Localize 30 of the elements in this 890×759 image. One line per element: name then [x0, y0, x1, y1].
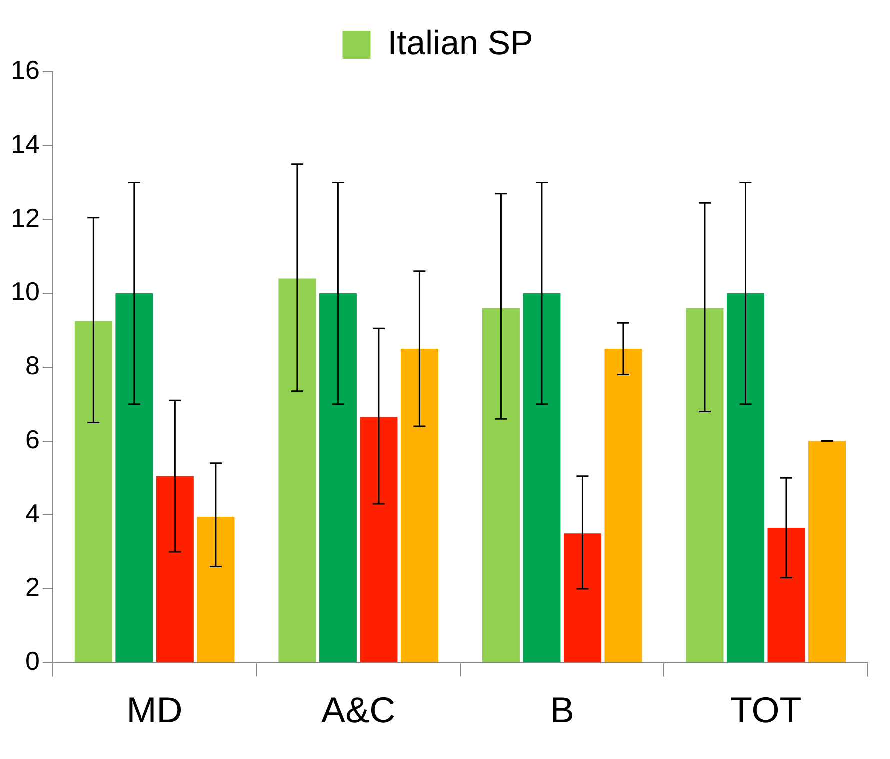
- bar: [564, 534, 602, 662]
- x-tick-label: TOT: [730, 689, 802, 730]
- bar: [319, 294, 357, 662]
- bar: [400, 348, 438, 662]
- y-tick-label: 8: [25, 350, 40, 381]
- bar: [197, 516, 235, 662]
- bar: [116, 294, 154, 662]
- bar: [686, 308, 724, 662]
- bar: [604, 348, 642, 662]
- x-tick-label: MD: [126, 689, 183, 730]
- y-tick-label: 14: [11, 129, 40, 160]
- bar: [360, 417, 398, 662]
- y-tick-label: 10: [11, 276, 40, 307]
- bar: [156, 476, 194, 662]
- y-tick-label: 4: [25, 498, 40, 528]
- bar: [726, 294, 764, 662]
- bar: [74, 321, 112, 662]
- legend-label: Italian SP: [388, 24, 534, 62]
- x-tick-label: B: [550, 689, 574, 730]
- y-tick-label: 2: [25, 572, 40, 602]
- bar: [523, 294, 561, 662]
- bar: [278, 278, 316, 662]
- bar: [808, 441, 846, 662]
- y-tick-label: 16: [11, 55, 40, 86]
- bar: [482, 308, 520, 662]
- x-tick-label: A&C: [322, 689, 396, 730]
- y-tick-label: 12: [11, 202, 40, 233]
- y-tick-label: 0: [25, 646, 40, 676]
- bar: [768, 528, 806, 662]
- y-tick-label: 6: [25, 424, 40, 454]
